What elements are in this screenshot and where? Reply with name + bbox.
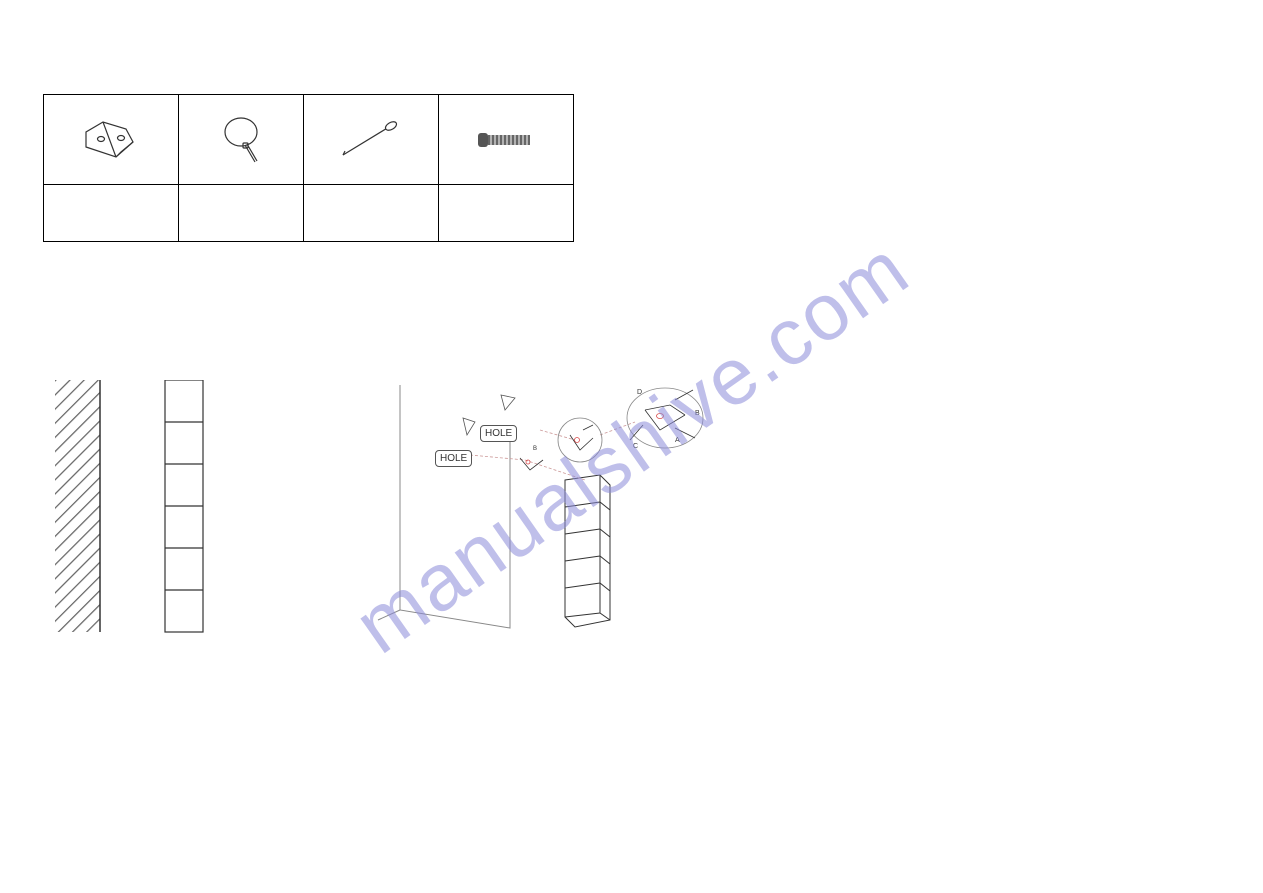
parts-images-row	[44, 95, 574, 185]
wall-mount-detail-icon: D B A C B	[375, 380, 715, 640]
hole-label-1: HOLE	[435, 450, 472, 467]
wall-shelf-icon	[55, 380, 205, 635]
parts-labels-row	[44, 185, 574, 242]
svg-text:D: D	[637, 389, 642, 396]
svg-text:B: B	[695, 410, 700, 417]
part-d-cell	[439, 95, 574, 185]
part-a-cell	[44, 95, 179, 185]
zip-tie-icon	[211, 110, 271, 170]
hole-label-2: HOLE	[480, 425, 517, 442]
svg-text:B: B	[533, 446, 537, 452]
svg-text:C: C	[633, 443, 638, 450]
assembly-diagram: D B A C B HOLE HOLE	[55, 380, 695, 640]
svg-text:A: A	[675, 437, 680, 444]
bracket-icon	[71, 112, 151, 167]
bolt-icon	[466, 125, 546, 155]
part-a-label	[44, 185, 179, 242]
part-b-label	[179, 185, 304, 242]
parts-table	[43, 94, 574, 242]
part-d-label	[439, 185, 574, 242]
part-c-label	[304, 185, 439, 242]
nail-icon	[331, 115, 411, 165]
part-b-cell	[179, 95, 304, 185]
part-c-cell	[304, 95, 439, 185]
